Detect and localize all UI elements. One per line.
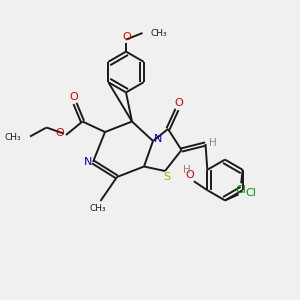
Text: H: H	[209, 137, 217, 148]
Text: CH₃: CH₃	[5, 134, 22, 142]
Text: O: O	[186, 170, 195, 180]
Text: N: N	[154, 134, 163, 144]
Text: CH₃: CH₃	[90, 204, 106, 213]
Text: Cl: Cl	[236, 185, 247, 195]
Text: H: H	[183, 165, 191, 175]
Text: O: O	[69, 92, 78, 103]
Text: O: O	[56, 128, 64, 139]
Text: Cl: Cl	[245, 188, 256, 198]
Text: N: N	[83, 157, 92, 167]
Text: CH₃: CH₃	[151, 28, 167, 38]
Text: S: S	[163, 172, 170, 182]
Text: O: O	[122, 32, 131, 42]
Text: O: O	[174, 98, 183, 109]
